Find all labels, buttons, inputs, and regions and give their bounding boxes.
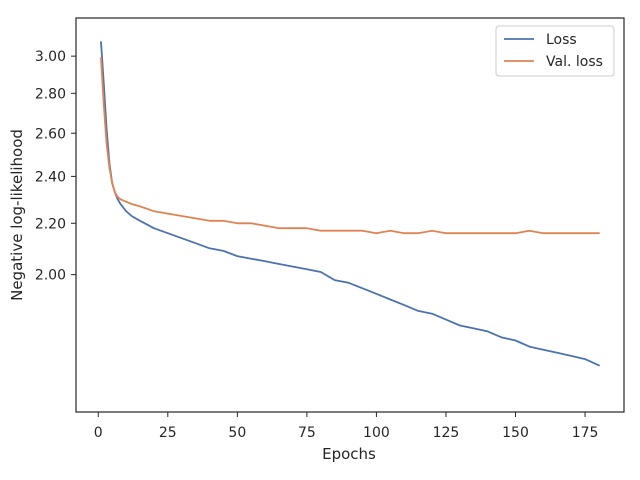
legend-entry-1: Val. loss bbox=[546, 54, 603, 70]
series-line-0 bbox=[100, 41, 600, 367]
y-tick-label: 3.00 bbox=[35, 49, 66, 65]
y-axis-label: Negative log-likelihood bbox=[8, 129, 26, 301]
y-tick-label: 2.00 bbox=[35, 268, 66, 284]
legend: Loss Val. loss bbox=[495, 25, 615, 77]
plot-frame bbox=[75, 17, 625, 413]
y-tick-label: 2.20 bbox=[35, 216, 66, 232]
x-tick-label: 50 bbox=[228, 425, 246, 441]
axes: 0 25 50 75 100 125 150 175 2.00 2.20 2.40 2.60 2.80 3… bbox=[35, 17, 625, 441]
x-tick-label: 0 bbox=[94, 425, 103, 441]
x-tick-label: 75 bbox=[298, 425, 316, 441]
x-tick-label: 125 bbox=[433, 425, 460, 441]
y-tick-label: 2.40 bbox=[35, 169, 66, 185]
x-tick-label: 150 bbox=[502, 425, 529, 441]
plot-area bbox=[100, 41, 600, 367]
x-tick-label: 25 bbox=[159, 425, 177, 441]
x-tick-label: 175 bbox=[572, 425, 599, 441]
x-axis-label: Epochs bbox=[322, 445, 376, 463]
y-tick-label: 2.60 bbox=[35, 126, 66, 142]
series-line-1 bbox=[100, 57, 600, 235]
legend-entry-0: Loss bbox=[546, 32, 577, 48]
x-tick-label: 100 bbox=[363, 425, 390, 441]
y-tick-label: 2.80 bbox=[35, 86, 66, 102]
